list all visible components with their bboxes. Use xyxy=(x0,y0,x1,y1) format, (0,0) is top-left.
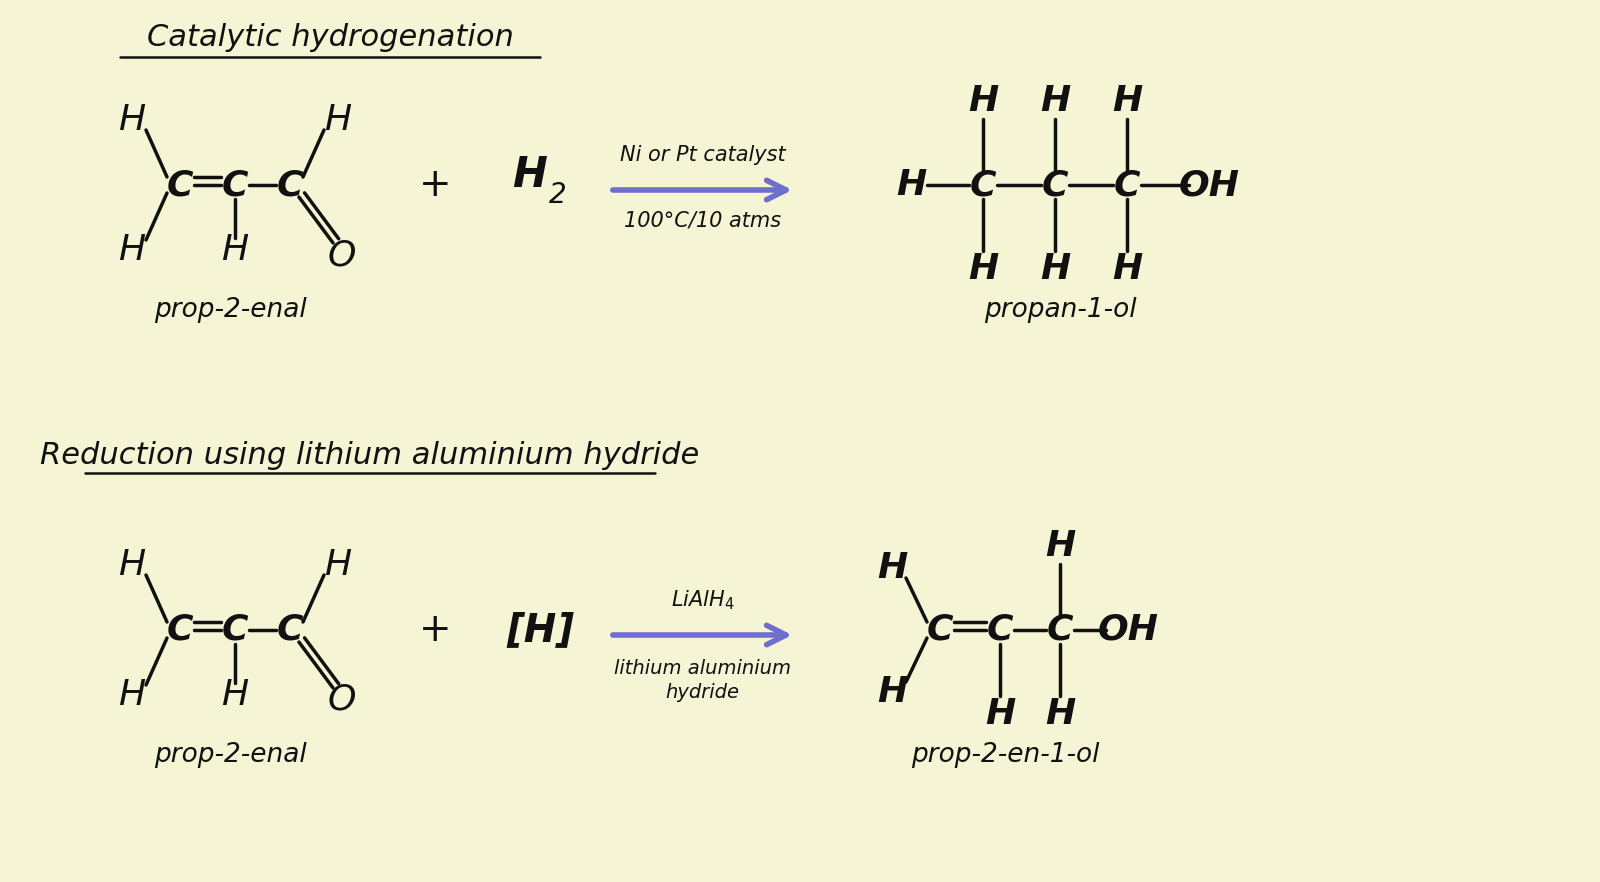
Text: C: C xyxy=(222,168,248,202)
Text: OH: OH xyxy=(1098,613,1158,647)
Text: H: H xyxy=(221,678,248,712)
Text: 2: 2 xyxy=(549,181,566,209)
Text: H: H xyxy=(877,551,907,585)
Text: Catalytic hydrogenation: Catalytic hydrogenation xyxy=(147,24,514,53)
Text: O: O xyxy=(328,683,357,717)
Text: C: C xyxy=(1042,168,1069,202)
Text: Ni or Pt catalyst: Ni or Pt catalyst xyxy=(619,145,786,165)
Text: +: + xyxy=(419,166,451,204)
Text: H: H xyxy=(118,678,146,712)
Text: O: O xyxy=(328,238,357,272)
Text: propan-1-ol: propan-1-ol xyxy=(984,297,1136,323)
Text: H: H xyxy=(968,84,998,118)
Text: C: C xyxy=(166,613,194,647)
Text: H: H xyxy=(1112,252,1142,286)
Text: H: H xyxy=(1040,252,1070,286)
Text: C: C xyxy=(166,168,194,202)
Text: LiAlH$_4$: LiAlH$_4$ xyxy=(670,588,734,612)
Text: Reduction using lithium aluminium hydride: Reduction using lithium aluminium hydrid… xyxy=(40,440,699,469)
Text: C: C xyxy=(222,613,248,647)
Text: prop-2-enal: prop-2-enal xyxy=(154,742,306,768)
Text: lithium aluminium: lithium aluminium xyxy=(614,659,790,677)
Text: H: H xyxy=(512,154,547,196)
Text: C: C xyxy=(970,168,997,202)
Text: H: H xyxy=(221,233,248,267)
Text: [H]: [H] xyxy=(506,611,574,649)
Text: C: C xyxy=(926,613,954,647)
Text: H: H xyxy=(986,697,1014,731)
Text: H: H xyxy=(1045,529,1075,563)
Text: H: H xyxy=(118,233,146,267)
Text: H: H xyxy=(325,548,352,582)
Text: H: H xyxy=(877,675,907,709)
Text: OH: OH xyxy=(1179,168,1240,202)
Text: +: + xyxy=(419,611,451,649)
Text: H: H xyxy=(1112,84,1142,118)
Text: hydride: hydride xyxy=(666,683,739,701)
Text: H: H xyxy=(1045,697,1075,731)
Text: C: C xyxy=(1114,168,1141,202)
Text: H: H xyxy=(118,548,146,582)
Text: H: H xyxy=(968,252,998,286)
Text: H: H xyxy=(118,103,146,137)
Text: C: C xyxy=(1046,613,1074,647)
Text: H: H xyxy=(896,168,926,202)
Text: C: C xyxy=(987,613,1013,647)
Text: H: H xyxy=(325,103,352,137)
Text: C: C xyxy=(277,613,304,647)
Text: prop-2-en-1-ol: prop-2-en-1-ol xyxy=(910,742,1099,768)
Text: C: C xyxy=(277,168,304,202)
Text: H: H xyxy=(1040,84,1070,118)
Text: prop-2-enal: prop-2-enal xyxy=(154,297,306,323)
Text: 100°C/10 atms: 100°C/10 atms xyxy=(624,210,781,230)
